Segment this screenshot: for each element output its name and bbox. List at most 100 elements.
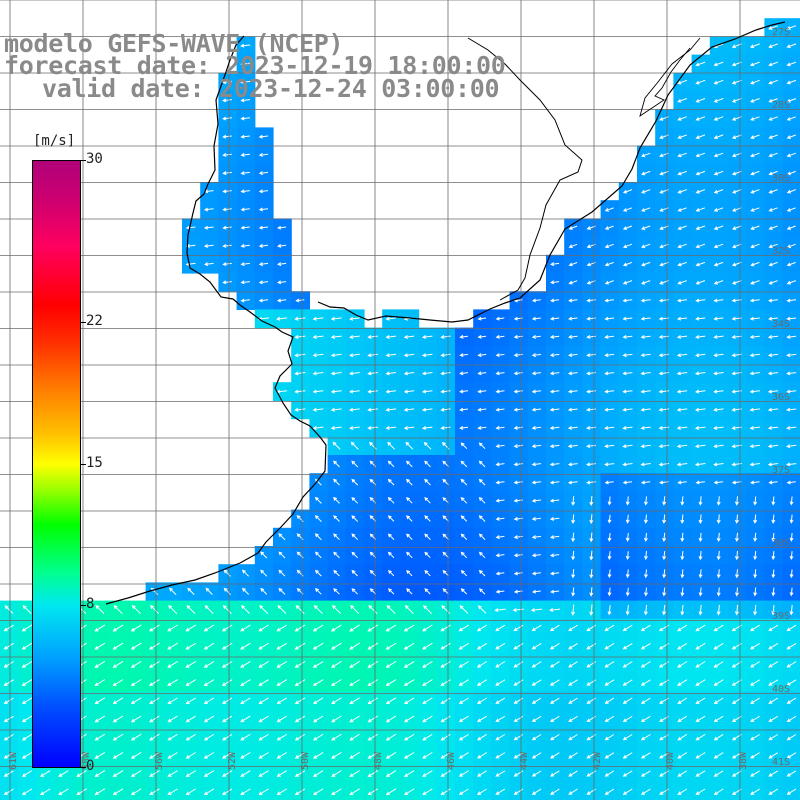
wind-arrow bbox=[349, 407, 360, 412]
wind-arrow bbox=[495, 553, 505, 558]
wind-arrow bbox=[331, 751, 342, 759]
wind-arrow bbox=[460, 533, 468, 540]
wind-arrow bbox=[531, 498, 542, 503]
wind-arrow bbox=[641, 207, 651, 212]
wind-arrow bbox=[640, 624, 651, 632]
wind-arrow bbox=[513, 642, 524, 650]
wind-arrow bbox=[276, 788, 287, 796]
wind-arrow bbox=[622, 389, 633, 394]
wind-arrow bbox=[640, 788, 651, 795]
wind-arrow bbox=[622, 697, 633, 704]
wind-arrow bbox=[622, 225, 633, 230]
wind-arrow bbox=[294, 752, 306, 759]
wind-arrow bbox=[222, 171, 232, 176]
wind-arrow bbox=[677, 79, 688, 85]
wind-arrow bbox=[385, 660, 397, 668]
wind-arrow bbox=[531, 480, 542, 485]
wind-arrow bbox=[312, 353, 324, 358]
wind-arrow bbox=[549, 642, 560, 650]
wind-arrow bbox=[680, 550, 685, 561]
wind-arrow bbox=[768, 116, 778, 121]
wind-arrow bbox=[240, 98, 251, 103]
wind-arrow bbox=[403, 371, 415, 376]
wind-arrow bbox=[351, 496, 359, 504]
wind-cell bbox=[782, 782, 800, 800]
wind-arrow bbox=[767, 425, 779, 430]
wind-arrow bbox=[130, 679, 142, 687]
wind-arrow bbox=[713, 298, 724, 303]
wind-arrow bbox=[643, 604, 648, 616]
wind-arrow bbox=[789, 587, 794, 597]
wind-arrow bbox=[477, 605, 487, 614]
wind-arrow bbox=[677, 116, 687, 121]
wind-arrow bbox=[333, 533, 340, 541]
wind-arrow bbox=[331, 697, 342, 705]
wind-arrow bbox=[568, 353, 578, 358]
wind-arrow bbox=[387, 588, 395, 595]
wind-arrow bbox=[640, 316, 651, 321]
wind-arrow bbox=[680, 587, 685, 597]
wind-arrow bbox=[149, 660, 160, 668]
wind-arrow bbox=[568, 642, 578, 650]
wind-arrow bbox=[694, 462, 706, 467]
wind-arrow bbox=[713, 480, 724, 485]
wind-arrow bbox=[550, 697, 560, 704]
wind-arrow bbox=[495, 353, 505, 358]
wind-arrow bbox=[695, 61, 706, 67]
wind-arrow bbox=[695, 353, 706, 358]
wind-arrow bbox=[406, 569, 413, 577]
wind-arrow bbox=[203, 243, 214, 248]
wind-arrow bbox=[330, 425, 342, 430]
wind-arrow bbox=[713, 98, 724, 103]
wind-arrow bbox=[495, 444, 505, 449]
wind-arrow bbox=[240, 189, 250, 194]
wind-arrow bbox=[771, 532, 776, 542]
wind-arrow bbox=[622, 444, 633, 449]
wind-arrow bbox=[513, 407, 523, 412]
wind-arrow bbox=[604, 770, 615, 777]
wind-arrow bbox=[495, 407, 505, 412]
wind-arrow bbox=[424, 497, 431, 504]
wind-arrow bbox=[640, 389, 651, 394]
lon-label: 38W bbox=[738, 751, 749, 770]
wind-arrow bbox=[387, 551, 395, 559]
wind-arrow bbox=[713, 371, 724, 376]
wind-arrow bbox=[640, 462, 651, 467]
wind-arrow bbox=[713, 697, 724, 704]
wind-arrow bbox=[640, 371, 651, 376]
wind-arrow bbox=[531, 642, 542, 650]
wind-arrow bbox=[512, 608, 524, 612]
wind-arrow bbox=[422, 660, 433, 668]
wind-arrow bbox=[604, 280, 614, 285]
wind-arrow bbox=[571, 514, 576, 525]
wind-arrow bbox=[695, 697, 706, 704]
wind-arrow bbox=[240, 207, 250, 212]
wind-arrow bbox=[768, 624, 779, 632]
wind-arrow bbox=[786, 152, 796, 158]
wind-arrow bbox=[349, 353, 360, 358]
wind-arrow bbox=[477, 353, 487, 358]
wind-arrow bbox=[130, 697, 142, 705]
wind-arrow bbox=[40, 770, 51, 777]
wind-arrow bbox=[550, 262, 560, 267]
wind-arrow bbox=[644, 569, 648, 579]
wind-arrow bbox=[786, 734, 797, 741]
wind-arrow bbox=[351, 551, 358, 559]
wind-arrow bbox=[403, 353, 415, 358]
wind-arrow bbox=[713, 79, 724, 85]
wind-arrow bbox=[495, 334, 505, 339]
wind-arrow bbox=[494, 608, 506, 612]
wind-arrow bbox=[550, 715, 560, 723]
wind-arrow bbox=[240, 788, 251, 796]
valid-date: valid date: 2023-12-24 03:00:00 bbox=[42, 74, 500, 103]
wind-arrow bbox=[203, 733, 215, 741]
wind-arrow bbox=[460, 496, 468, 504]
wind-arrow bbox=[550, 571, 560, 576]
wind-arrow bbox=[622, 261, 633, 267]
wind-arrow bbox=[786, 79, 797, 85]
wind-arrow bbox=[112, 733, 124, 741]
wind-arrow bbox=[513, 624, 524, 632]
wind-arrow bbox=[333, 515, 340, 522]
wind-arrow bbox=[695, 679, 706, 686]
wind-arrow bbox=[622, 788, 633, 795]
